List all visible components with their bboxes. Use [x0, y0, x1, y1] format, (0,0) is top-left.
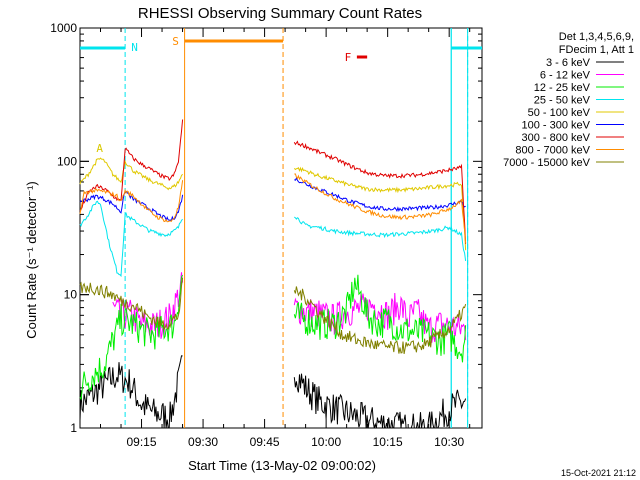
plot-area: 1 10 100 1000 09:15 09:30 09:45 10:00 10:15 10:30… [50, 21, 483, 449]
x-tick-label: 10:00 [311, 435, 341, 449]
x-tick-label: 09:15 [127, 435, 157, 449]
x-tick-label: 09:30 [188, 435, 218, 449]
y-tick-label: 1 [70, 421, 77, 435]
x-tick-label: 10:15 [373, 435, 403, 449]
series-line [79, 355, 467, 429]
legend-label: 50 - 100 keV [528, 107, 591, 119]
series-line [79, 157, 467, 251]
legend-label: 7000 - 15000 keV [503, 157, 591, 169]
flag-label-n: N [131, 41, 138, 54]
flag-label-a: A [96, 142, 103, 155]
flag-label-s: S [172, 35, 179, 48]
series-line [79, 277, 467, 354]
plot-frame [79, 27, 483, 429]
footer-timestamp: 15-Oct-2021 21:12 [561, 468, 636, 478]
series-line [79, 274, 467, 401]
series-line [79, 173, 467, 244]
y-axis-label: Count Rate (s⁻¹ detector⁻¹) [24, 181, 39, 339]
legend-label: 25 - 50 keV [534, 95, 591, 107]
series-line [79, 200, 467, 278]
legend-label: 3 - 6 keV [546, 57, 591, 69]
flag-label-f: F [345, 51, 352, 64]
chart-title: RHESSI Observing Summary Count Rates [138, 5, 422, 22]
y-tick-label: 1000 [50, 21, 77, 35]
legend-label: 100 - 300 keV [522, 120, 591, 132]
legend-label: 800 - 7000 keV [515, 145, 590, 157]
x-tick-label: 10:30 [434, 435, 464, 449]
y-tick-label: 10 [64, 288, 78, 302]
x-tick-label: 09:45 [250, 435, 280, 449]
legend-header-decimation: FDecim 1, Att 1 [559, 44, 634, 56]
x-axis-label: Start Time (13-May-02 09:00:02) [188, 458, 376, 473]
y-tick-label: 100 [57, 154, 77, 168]
legend-label: 12 - 25 keV [534, 82, 591, 94]
legend-header-detectors: Det 1,3,4,5,6,9, [559, 31, 634, 43]
legend-label: 300 - 800 keV [522, 132, 591, 144]
series-line [79, 119, 467, 244]
series-line [79, 176, 466, 222]
legend-label: 6 - 12 keV [540, 70, 591, 82]
